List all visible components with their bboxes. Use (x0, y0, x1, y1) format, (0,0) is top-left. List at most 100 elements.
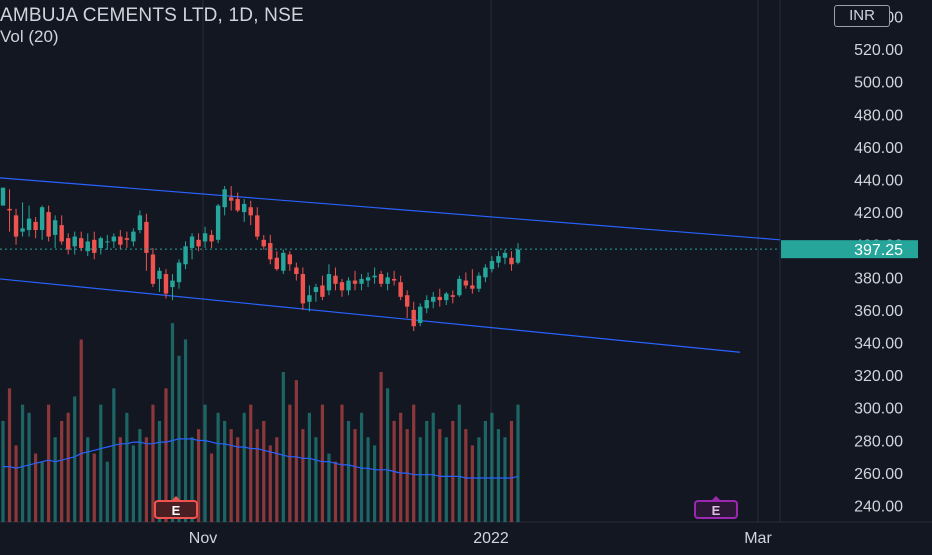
volume-bar (281, 372, 285, 522)
earnings-future-marker-pointer (711, 496, 721, 501)
volume-bar (86, 437, 90, 522)
volume-indicator-label[interactable]: Vol (20) (0, 27, 59, 46)
volume-bar (125, 412, 129, 522)
candle-body (228, 197, 234, 201)
candle-body (13, 215, 19, 237)
candle-body (124, 238, 130, 240)
candle-body (300, 274, 306, 304)
y-tick-label: 300.00 (854, 401, 903, 418)
candle-body (215, 205, 221, 240)
volume-bar (301, 429, 305, 522)
x-tick-label: Mar (744, 530, 772, 547)
candle-body (150, 254, 156, 284)
volume-bar (353, 429, 357, 522)
candle-body (65, 238, 71, 250)
candle-body (463, 280, 469, 286)
candle-body (98, 238, 103, 248)
y-tick-label: 440.00 (854, 173, 903, 190)
volume-bar (196, 429, 201, 522)
candle-body (59, 225, 64, 242)
candle-body (385, 277, 390, 284)
candle-body (470, 285, 475, 289)
volume-bar (464, 429, 468, 522)
candle-body (424, 300, 429, 309)
y-tick-label: 320.00 (854, 368, 903, 385)
currency-badge[interactable]: INR (834, 5, 890, 27)
candle-body (450, 295, 456, 297)
volume-bar (333, 461, 338, 522)
volume-bar (516, 404, 520, 522)
channel-lower-line (0, 278, 741, 353)
volume-bar (314, 437, 318, 522)
volume-bar (40, 461, 44, 522)
volume-bar (7, 388, 12, 522)
candle-body (144, 221, 149, 253)
volume-bar (210, 453, 214, 522)
candle-body (333, 275, 338, 284)
volume-bar (418, 437, 422, 522)
candle-body (274, 257, 279, 270)
volume-bar (503, 437, 507, 522)
volume-bar (379, 372, 383, 522)
volume-ma-line (3, 438, 519, 479)
y-tick-label: 360.00 (854, 303, 903, 320)
volume-bar (216, 412, 220, 522)
volume-bar (255, 429, 259, 522)
candle-body (46, 212, 51, 237)
candle-body (52, 220, 58, 235)
volume-bar (190, 437, 194, 522)
volume-bar (438, 429, 442, 522)
candle-body (0, 187, 6, 206)
volume-bar (151, 404, 155, 522)
candle-body (111, 236, 117, 242)
volume-bar (27, 412, 31, 522)
volume-bar (431, 412, 435, 522)
candle-body (372, 275, 377, 278)
y-tick-label: 420.00 (854, 205, 903, 222)
volume-bar (359, 412, 364, 522)
volume-bar (66, 412, 70, 522)
candle-body (411, 309, 416, 327)
volume-bar (386, 388, 390, 522)
volume-bar (131, 445, 135, 522)
price-axis-bg (780, 0, 932, 522)
volume-bar (99, 404, 103, 522)
candle-body (483, 267, 488, 278)
candle-body (352, 280, 358, 284)
candle-body (391, 278, 397, 281)
volume-bar (138, 429, 142, 522)
candle-body (79, 238, 84, 248)
y-tick-label: 380.00 (854, 270, 903, 287)
candle-body (320, 285, 325, 297)
candle-body (222, 189, 227, 208)
symbol-title[interactable]: AMBUJA CEMENTS LTD, 1D, NSE (0, 5, 304, 26)
candle-body (268, 243, 273, 260)
candle-body (281, 252, 286, 271)
candle-body (176, 262, 182, 283)
volume-bar (268, 445, 272, 522)
volume-bar (262, 420, 266, 522)
candle-body (476, 275, 482, 289)
candle-body (85, 241, 90, 252)
candle-body (170, 280, 175, 288)
candle-body (196, 239, 201, 247)
volume-bar (372, 445, 377, 522)
volume-bar (183, 339, 188, 522)
candle-body (209, 234, 214, 242)
volume-bar (490, 412, 494, 522)
candle-body (39, 207, 45, 231)
candle-body (365, 277, 371, 281)
last-price-tag (781, 240, 918, 259)
y-tick-label: 500.00 (854, 75, 903, 92)
volume-bar (223, 420, 227, 522)
earnings-event-marker-pointer (171, 496, 181, 501)
earnings-future-marker-label: E (712, 503, 721, 518)
candle-body (26, 218, 32, 231)
candle-body (398, 282, 403, 297)
candle-body (131, 231, 136, 242)
volume-bar (170, 323, 175, 522)
candle-body (378, 274, 384, 284)
volume-bar (203, 404, 207, 522)
